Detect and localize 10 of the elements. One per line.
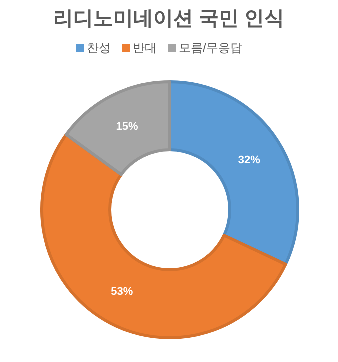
data-label: 32% xyxy=(238,154,261,167)
legend-label: 반대 xyxy=(133,41,157,55)
data-label: 53% xyxy=(111,286,134,298)
legend-label: 찬성 xyxy=(87,41,111,55)
data-label: 15% xyxy=(116,121,139,134)
donut-slice xyxy=(168,80,300,266)
legend-label: 모름/무응답 xyxy=(179,41,242,55)
chart-title: 리디노미네이션 국민 인식 xyxy=(53,8,285,30)
donut-slice xyxy=(64,80,172,176)
donut-slice xyxy=(40,133,288,340)
